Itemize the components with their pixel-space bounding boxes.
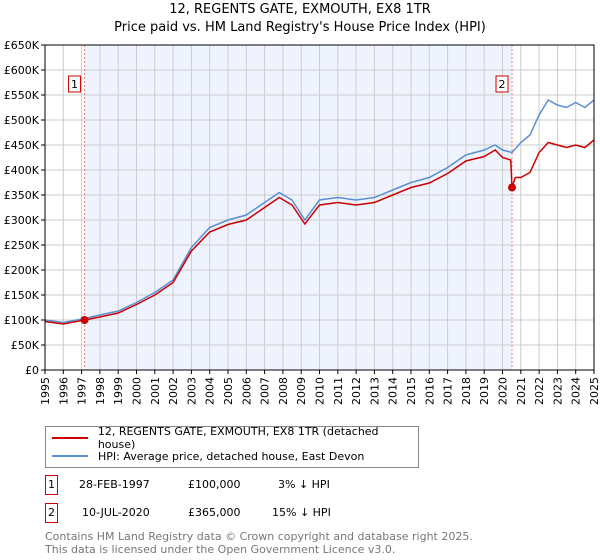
y-tick-label: £250K [4,239,40,252]
price-paid-line [44,139,595,325]
legend-swatch-blue [52,455,88,457]
y-tick-label: £200K [4,264,40,277]
sale-price: £100,000 [188,478,241,491]
chart-subtitle: Price paid vs. HM Land Registry's House … [114,20,486,35]
x-tick-label: 1997 [76,377,89,405]
x-tick-label: 2016 [423,377,436,405]
sale-label: 2 [499,78,506,91]
sale-label-box [495,75,509,93]
y-tick-label: £600K [4,64,40,77]
x-tick-label: 2022 [533,377,546,405]
y-tick-label: £550K [4,89,40,102]
x-tick-label: 1995 [39,377,52,405]
y-tick-label: £400K [4,164,40,177]
x-tick-label: 2017 [442,377,455,405]
x-tick-label: 2004 [204,377,217,405]
x-tick-label: 2011 [332,377,345,405]
y-tick-label: £50K [11,339,40,352]
legend-label: HPI: Average price, detached house, East… [98,449,365,463]
sale-point [80,316,89,324]
y-tick-label: £300K [4,214,40,227]
x-tick-label: 2013 [368,377,381,405]
y-tick-label: £350K [4,189,40,202]
y-tick-label: £650K [4,39,40,52]
sale-date: 28-FEB-1997 [79,478,150,491]
x-tick-label: 2010 [314,377,327,405]
x-tick-label: 1998 [94,377,107,405]
y-tick-label: £0 [25,364,39,377]
legend-item-hpi: HPI: Average price, detached house, East… [52,448,364,464]
chart-title: 12, REGENTS GATE, EXMOUTH, EX8 1TR [169,2,431,17]
x-tick-label: 1999 [112,377,125,405]
x-tick-label: 2001 [149,377,162,405]
hpi-line [44,98,595,324]
sale-label: 1 [71,78,78,91]
x-tick-label: 2025 [588,377,600,405]
legend-label: 12, REGENTS GATE, EXMOUTH, EX8 1TR (deta… [97,425,379,451]
y-tick-label: £450K [4,139,40,152]
x-tick-label: 2006 [240,377,253,405]
legend-swatch-red [52,437,88,439]
x-tick-label: 2003 [185,377,198,405]
plot-frame [44,44,595,371]
x-tick-label: 2009 [295,377,308,405]
x-tick-label: 2018 [460,377,473,405]
x-tick-label: 2005 [222,377,235,405]
y-tick-label: £500K [4,114,40,127]
x-tick-label: 2015 [405,377,418,405]
footer-line: This data is licensed under the Open Gov… [45,543,396,556]
sale-price: £365,000 [188,506,241,519]
legend-item-property: 12, REGENTS GATE, EXMOUTH, EX8 1TR (deta… [52,425,418,451]
footer-line: Contains HM Land Registry data © Crown c… [45,530,473,543]
x-tick-label: 2024 [570,377,583,405]
x-tick-label: 1996 [57,377,70,405]
x-tick-label: 2000 [131,377,144,405]
x-tick-label: 2008 [277,377,290,405]
x-tick-label: 2019 [478,377,491,405]
plot-area: 1995 1996 1997 1998 1999 2000 2001 2002 2003 2004… [4,39,600,405]
sale-label-box [68,75,82,93]
sale-marker: 1 [45,475,58,495]
sale-marker: 2 [45,503,58,523]
y-tick-label: £100K [4,314,40,327]
sale-hpi: 15% ↓ HPI [272,506,331,519]
x-tick-label: 2021 [515,377,528,405]
sale-period-shade [84,45,513,370]
x-tick-label: 2007 [259,377,272,405]
x-tick-label: 2023 [551,377,564,405]
sale-date: 10-JUL-2020 [82,506,150,519]
x-tick-label: 2014 [387,377,400,405]
x-tick-label: 2020 [497,377,510,405]
sale-hpi: 3% ↓ HPI [278,478,330,491]
sale-point [508,183,517,192]
x-tick-label: 2012 [350,377,363,405]
legend: 12, REGENTS GATE, EXMOUTH, EX8 1TR (deta… [45,425,419,468]
y-tick-label: £150K [4,289,40,302]
footer: Contains HM Land Registry data © Crown c… [45,530,473,556]
x-tick-label: 2002 [167,377,180,405]
